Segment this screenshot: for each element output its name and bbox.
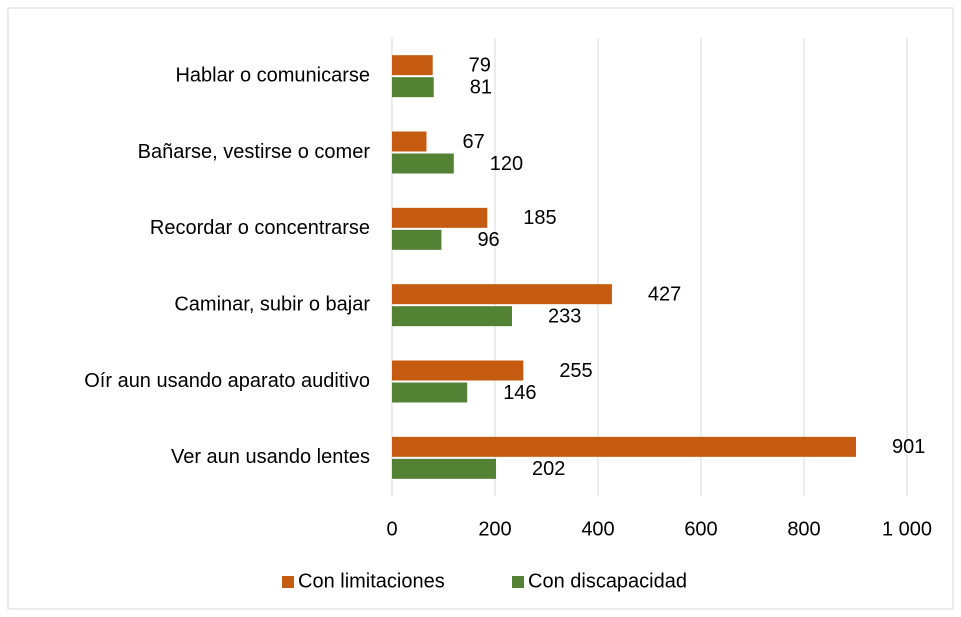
y-tick-label: Caminar, subir o bajar xyxy=(174,293,370,315)
data-label: 146 xyxy=(503,382,536,404)
y-tick-label: Oír aun usando aparato auditivo xyxy=(84,370,370,392)
x-tick-label: 0 xyxy=(386,518,397,540)
x-tick-label: 600 xyxy=(684,518,717,540)
data-label: 67 xyxy=(463,131,485,153)
bar xyxy=(392,77,434,98)
data-label: 233 xyxy=(548,305,581,327)
data-label: 79 xyxy=(469,54,491,76)
x-tick-label: 1 000 xyxy=(882,518,932,540)
bar xyxy=(392,229,442,250)
y-tick-label: Bañarse, vestirse o comer xyxy=(138,141,371,163)
data-label: 96 xyxy=(477,229,499,251)
data-label: 427 xyxy=(648,283,681,305)
bar xyxy=(392,131,427,152)
y-tick-label: Hablar o comunicarse xyxy=(175,64,370,86)
data-label: 255 xyxy=(559,360,592,382)
x-tick-label: 400 xyxy=(581,518,614,540)
bar xyxy=(392,436,857,457)
legend-swatch xyxy=(512,576,524,588)
y-tick-label: Recordar o concentrarse xyxy=(150,217,370,239)
data-label: 81 xyxy=(470,76,492,98)
data-label: 901 xyxy=(892,436,925,458)
legend-label: Con limitaciones xyxy=(298,570,445,592)
y-tick-label: Ver aun usando lentes xyxy=(171,446,370,468)
legend-swatch xyxy=(282,576,294,588)
x-tick-label: 800 xyxy=(787,518,820,540)
data-label: 202 xyxy=(532,458,565,480)
bar xyxy=(392,153,454,174)
bar xyxy=(392,458,497,479)
bar xyxy=(392,284,612,305)
bar xyxy=(392,306,512,327)
bar xyxy=(392,207,488,228)
bar xyxy=(392,360,524,381)
data-label: 120 xyxy=(490,153,523,175)
x-tick-label: 200 xyxy=(478,518,511,540)
data-label: 185 xyxy=(523,207,556,229)
bar xyxy=(392,55,433,76)
legend-label: Con discapacidad xyxy=(528,570,687,592)
bar xyxy=(392,382,468,403)
